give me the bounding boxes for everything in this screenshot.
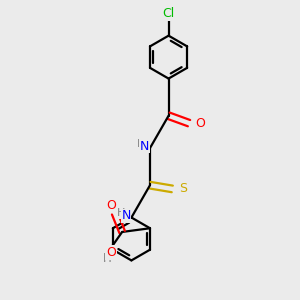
Text: H: H <box>136 139 145 149</box>
Text: O: O <box>196 117 206 130</box>
Text: N: N <box>121 209 131 222</box>
Text: H: H <box>103 252 112 265</box>
Text: Cl: Cl <box>163 7 175 20</box>
Text: H: H <box>117 208 125 218</box>
Text: O: O <box>106 246 116 259</box>
Text: S: S <box>179 182 187 195</box>
Text: O: O <box>106 200 116 212</box>
Text: N: N <box>140 140 149 153</box>
